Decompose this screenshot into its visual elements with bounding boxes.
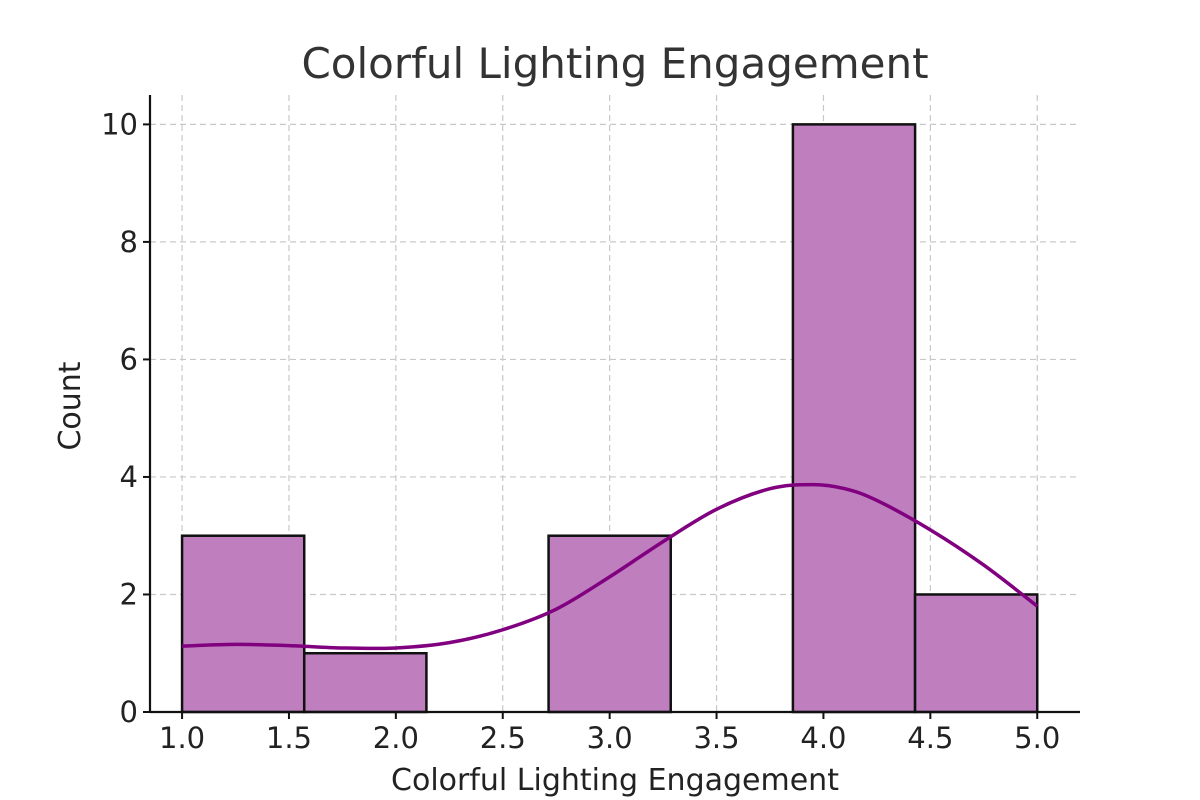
y-tick-label-4: 8 (120, 225, 138, 259)
chart-title: Colorful Lighting Engagement (301, 39, 928, 88)
x-tick-label-0: 1.0 (159, 721, 205, 755)
kde-layer (182, 482, 1039, 651)
x-tick-label-1: 1.5 (266, 721, 312, 755)
axes-layer (148, 95, 1080, 714)
y-tick-label-3: 6 (120, 342, 138, 376)
x-tick-label-6: 4.0 (800, 721, 846, 755)
x-tick-label-2: 2.0 (373, 721, 419, 755)
bars-layer (180, 123, 1039, 714)
histogram-bar-1 (302, 651, 428, 714)
y-axis-label: Count (53, 361, 88, 450)
histogram-bar-0 (180, 534, 306, 714)
histogram-bar-3 (547, 534, 672, 714)
x-ticks: 1.0 1.5 2.0 2.5 3.0 3.5 4.0 4.5 5.0 (159, 712, 1060, 755)
y-ticks: 0 2 4 6 8 10 (101, 107, 150, 729)
y-tick-label-1: 2 (120, 577, 138, 611)
x-axis-label: Colorful Lighting Engagement (391, 763, 839, 798)
x-tick-label-4: 3.0 (587, 721, 633, 755)
x-tick-label-8: 5.0 (1014, 721, 1060, 755)
kde-curve (182, 482, 1039, 651)
x-tick-label-3: 2.5 (480, 721, 526, 755)
y-tick-label-5: 10 (101, 107, 138, 141)
histogram-bar-6 (913, 593, 1039, 714)
x-tick-label-7: 4.5 (907, 721, 953, 755)
y-tick-label-2: 4 (120, 460, 138, 494)
histogram-bar-5 (791, 123, 917, 714)
x-tick-label-5: 3.5 (693, 721, 739, 755)
y-tick-label-0: 0 (120, 695, 138, 729)
